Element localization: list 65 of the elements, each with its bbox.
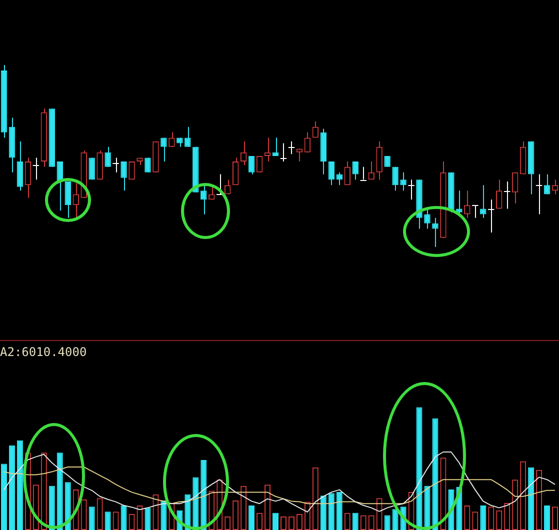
bar [1, 464, 7, 530]
candlestick [512, 172, 518, 204]
candlestick [456, 190, 462, 215]
candlestick [72, 182, 79, 218]
bar [120, 505, 127, 530]
bar [48, 486, 55, 530]
candlestick [312, 120, 319, 138]
candlestick [432, 217, 438, 248]
candlestick [280, 142, 288, 162]
bar [16, 440, 23, 530]
bar [64, 482, 71, 530]
bar [160, 500, 167, 530]
candlestick [480, 184, 486, 218]
candlestick [296, 148, 303, 162]
candlestick [352, 160, 358, 180]
candlestick [288, 140, 296, 155]
bar [144, 508, 151, 530]
bar [528, 467, 534, 530]
bar [384, 515, 390, 530]
candlestick [408, 179, 415, 200]
bar [352, 512, 358, 530]
candlestick [112, 157, 120, 173]
bar [432, 418, 438, 530]
candlestick [104, 146, 111, 168]
candlestick [304, 132, 311, 153]
candlestick [376, 140, 382, 180]
bar [56, 452, 63, 530]
candlestick [208, 186, 215, 200]
candlestick [424, 208, 430, 230]
text: A2:6010.4000 [0, 345, 87, 359]
bar [480, 505, 486, 530]
candlestick [248, 155, 255, 175]
candlestick [392, 166, 398, 192]
bar [8, 445, 15, 530]
bar [320, 496, 326, 530]
candlestick [496, 179, 502, 210]
bar [248, 505, 255, 530]
bar [336, 492, 342, 530]
candlestick [344, 160, 350, 186]
candlestick [535, 174, 543, 215]
bar [88, 506, 95, 530]
bar [200, 460, 207, 530]
candlestick [400, 172, 406, 192]
bar [424, 486, 430, 530]
candlestick [552, 179, 558, 195]
candlestick [232, 157, 239, 186]
bar [544, 505, 550, 530]
candlestick [200, 184, 207, 215]
candlestick [64, 180, 71, 218]
candlestick [472, 204, 479, 218]
candlestick [336, 172, 343, 186]
candlestick [544, 174, 550, 195]
candlestick [120, 160, 127, 192]
candlestick [488, 199, 495, 233]
bar [328, 493, 334, 530]
candlestick [503, 180, 511, 210]
candlestick [160, 137, 167, 162]
bar [272, 512, 278, 530]
candlestick [360, 166, 367, 181]
candlestick [24, 157, 32, 198]
bar [392, 509, 398, 530]
candlestick [328, 160, 335, 186]
candlestick [32, 157, 40, 180]
bar [192, 477, 199, 530]
candlestick [16, 140, 24, 192]
